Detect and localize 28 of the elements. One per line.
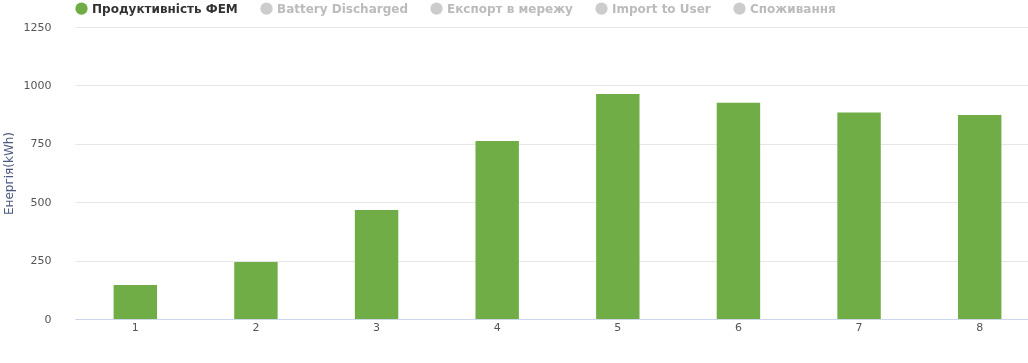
y-tick-label: 750 bbox=[30, 137, 52, 151]
legend-label: Battery Discharged bbox=[277, 1, 408, 16]
y-tick-label: 0 bbox=[44, 312, 52, 326]
legend-label: Споживання bbox=[750, 1, 836, 16]
x-tick-label: 1 bbox=[131, 320, 139, 334]
y-tick-label: 1000 bbox=[23, 78, 52, 92]
legend-label: Експорт в мережу bbox=[447, 1, 574, 16]
legend-label: Продуктивність ФЕМ bbox=[92, 1, 238, 16]
bar bbox=[957, 115, 1002, 319]
x-tick-label: 3 bbox=[373, 320, 381, 334]
x-tick-label: 4 bbox=[493, 320, 501, 334]
bar bbox=[475, 141, 519, 319]
bar bbox=[354, 209, 399, 319]
bar bbox=[716, 102, 761, 319]
bar bbox=[234, 262, 278, 319]
bar bbox=[113, 284, 158, 319]
bar bbox=[837, 112, 881, 319]
y-tick-label: 1250 bbox=[23, 20, 52, 34]
x-tick-label: 7 bbox=[855, 320, 863, 334]
bar bbox=[596, 94, 640, 319]
y-tick-label: 500 bbox=[30, 195, 52, 209]
y-tick-label: 250 bbox=[30, 254, 52, 268]
y-axis-title: Енергія(kWh) bbox=[1, 131, 16, 216]
legend-label: Import to User bbox=[612, 1, 711, 16]
x-tick-label: 5 bbox=[614, 320, 622, 334]
x-tick-label: 2 bbox=[252, 320, 260, 334]
x-tick-label: 6 bbox=[734, 320, 742, 334]
x-tick-label: 8 bbox=[976, 320, 984, 334]
